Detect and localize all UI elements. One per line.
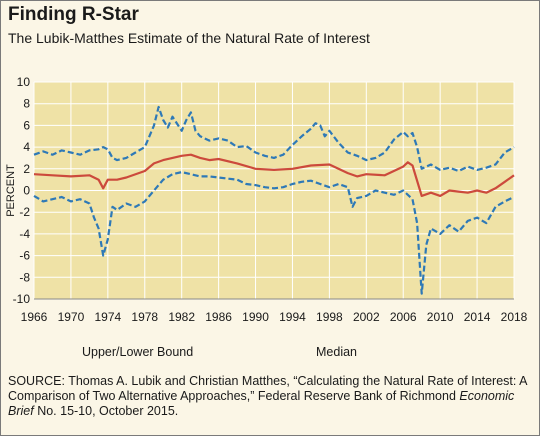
x-tick-label: 1966 xyxy=(21,310,48,324)
source-note: SOURCE: Thomas A. Lubik and Christian Ma… xyxy=(8,374,532,419)
y-tick-label: -4 xyxy=(19,227,30,241)
source-publication: Economic Brief xyxy=(8,389,515,418)
grid xyxy=(33,81,515,300)
x-tick-label: 1994 xyxy=(279,310,306,324)
x-tick-label: 2006 xyxy=(390,310,417,324)
y-tick-label: 4 xyxy=(23,140,30,154)
x-tick-label: 1998 xyxy=(316,310,343,324)
y-tick-label: 0 xyxy=(23,184,30,198)
x-tick-label: 1974 xyxy=(94,310,121,324)
source-lead: SOURCE: xyxy=(8,374,65,388)
x-tick-label: 2018 xyxy=(501,310,528,324)
chart-title: Finding R-Star xyxy=(8,4,139,25)
x-tick-label: 2014 xyxy=(464,310,491,324)
source-text: Thomas A. Lubik and Christian Matthes, “… xyxy=(8,374,527,403)
series-group xyxy=(33,105,515,295)
y-tick-label: -10 xyxy=(13,292,31,306)
y-tick-label: 10 xyxy=(17,75,31,89)
x-tick-label: 1990 xyxy=(242,310,269,324)
y-tick-label: -2 xyxy=(19,205,30,219)
y-tick-label: -6 xyxy=(19,249,30,263)
lower-bound-line xyxy=(33,171,515,295)
y-tick-label: -8 xyxy=(19,270,30,284)
legend-label-bounds: Upper/Lower Bound xyxy=(82,345,194,359)
y-tick-label: 6 xyxy=(23,118,30,132)
x-tick-label: 1986 xyxy=(205,310,232,324)
y-axis-label: PERCENT xyxy=(5,164,17,217)
median-line xyxy=(33,153,515,197)
upper-bound-line xyxy=(33,105,515,173)
x-tick-label: 2010 xyxy=(427,310,454,324)
x-tick-label: 1970 xyxy=(58,310,85,324)
y-tick-label: 2 xyxy=(23,162,30,176)
legend-label-median: Median xyxy=(316,345,357,359)
axis-ticks: 10 8 6 4 2 0 -2 -4 -6 -8 -10 1966 1970 1974 1978 1982 19… xyxy=(13,75,528,324)
x-tick-label: 1982 xyxy=(168,310,195,324)
x-tick-label: 2002 xyxy=(353,310,380,324)
y-tick-label: 8 xyxy=(23,97,30,111)
x-tick-label: 1978 xyxy=(131,310,158,324)
chart-subtitle: The Lubik-Matthes Estimate of the Natura… xyxy=(8,30,370,46)
source-tail: No. 15-10, October 2015. xyxy=(37,404,179,418)
